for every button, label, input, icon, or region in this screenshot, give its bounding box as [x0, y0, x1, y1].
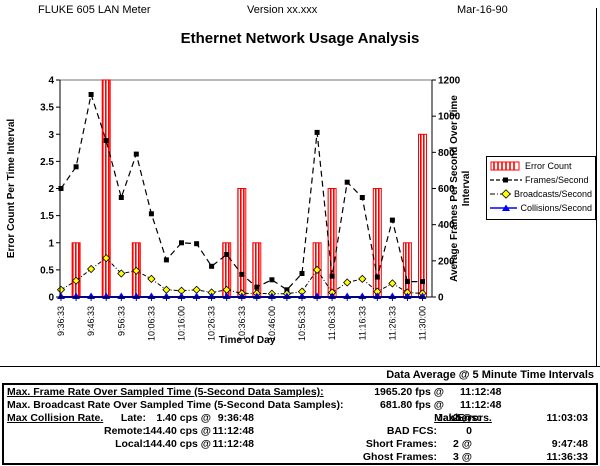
svg-text:200: 200	[438, 256, 455, 267]
svg-text:Time of Day: Time of Day	[219, 335, 276, 346]
usage-chart: 0 0.5 1 1.5 2 2.5 3 3.5 4 0 200 400 600 800 1000 1200 9:…	[0, 55, 600, 365]
legend-label: Collisions/Second	[520, 203, 592, 213]
max-frame-rate-value: 1965.20 fps @	[374, 386, 444, 398]
error-count-swatch-icon	[490, 161, 520, 171]
ghost-frames-value: 3 @	[453, 451, 472, 463]
svg-text:0: 0	[438, 293, 444, 304]
jabbers-time: 11:03:03	[546, 412, 588, 424]
svg-text:2: 2	[48, 184, 54, 195]
svg-text:11:30:00: 11:30:00	[418, 306, 428, 340]
jabbers-value: 2 @	[453, 412, 472, 424]
max-frame-rate-time: 11:12:48	[460, 386, 502, 398]
legend-item-broadcasts: Broadcasts/Second	[490, 187, 592, 201]
svg-text:9:46:33: 9:46:33	[86, 306, 96, 336]
svg-text:9:36:33: 9:36:33	[56, 306, 66, 336]
data-average-note: Data Average @ 5 Minute Time Intervals	[386, 369, 594, 381]
svg-text:Interval: Interval	[461, 170, 472, 206]
ghost-frames-label: Ghost Frames:	[362, 451, 437, 463]
svg-text:1: 1	[48, 238, 54, 249]
short-frames-time: 9:47:48	[551, 438, 588, 450]
max-broadcast-rate-time: 11:12:48	[460, 399, 502, 411]
svg-text:0: 0	[48, 293, 54, 304]
svg-text:11:16:33: 11:16:33	[357, 306, 367, 340]
svg-text:2.5: 2.5	[40, 157, 54, 168]
jabbers-label: Jabbers:	[437, 412, 481, 424]
late-collision-value: 1.40 cps @	[156, 412, 211, 424]
remote-collision-value: 144.40 cps @	[144, 425, 211, 437]
short-frames-label: Short Frames:	[365, 438, 437, 450]
page-title: Ethernet Network Usage Analysis	[180, 30, 420, 47]
local-collision-value: 144.40 cps @	[144, 438, 211, 450]
local-collision-time: 11:12:48	[212, 438, 254, 450]
svg-text:9:56:33: 9:56:33	[116, 306, 126, 336]
svg-text:10:06:33: 10:06:33	[146, 306, 156, 341]
max-errors-title: Max Errors.	[434, 412, 492, 424]
svg-text:0.5: 0.5	[40, 265, 54, 276]
svg-text:1200: 1200	[438, 76, 461, 87]
late-collision-time: 9:36:48	[217, 412, 254, 424]
firmware-version: Version xx.xxx	[247, 4, 318, 16]
frames-line-icon	[490, 177, 522, 183]
svg-text:Error Count Per Time Interval: Error Count Per Time Interval	[6, 119, 17, 259]
broadcasts-line-icon	[490, 189, 511, 199]
max-errors-header: Max Errors. Jabbers:	[299, 412, 492, 424]
statistics-box: Max. Frame Rate Over Sampled Time (5-Sec…	[2, 383, 598, 465]
remote-collision-label: Remote:	[103, 425, 146, 437]
legend-item-error-count: Error Count	[490, 159, 592, 173]
chart-legend: Error Count Frames/Second Broadcasts/Sec…	[486, 156, 596, 220]
ghost-frames-time: 11:36:33	[546, 451, 588, 463]
svg-text:10:36:33: 10:36:33	[237, 306, 247, 341]
local-collision-label: Local:	[115, 438, 146, 450]
legend-label: Frames/Second	[525, 175, 589, 185]
svg-text:10:56:33: 10:56:33	[297, 306, 307, 341]
svg-text:800: 800	[438, 148, 455, 159]
remote-collision-time: 11:12:48	[212, 425, 254, 437]
svg-text:10:16:00: 10:16:00	[177, 306, 187, 341]
short-frames-value: 2 @	[453, 438, 472, 450]
svg-text:11:26:33: 11:26:33	[387, 306, 397, 340]
max-broadcast-rate-label: Max. Broadcast Rate Over Sampled Time (5…	[7, 399, 344, 411]
report-date: Mar-16-90	[457, 4, 508, 16]
max-frame-rate-label: Max. Frame Rate Over Sampled Time (5-Sec…	[7, 386, 324, 398]
device-name: FLUKE 605 LAN Meter	[38, 4, 151, 16]
max-collision-rate-header: Max Collision Rate.	[7, 412, 104, 424]
legend-item-frames: Frames/Second	[490, 173, 592, 187]
svg-text:Average Frames Per Second Over: Average Frames Per Second Over Time	[449, 95, 460, 282]
svg-text:400: 400	[438, 220, 455, 231]
svg-text:4: 4	[48, 76, 54, 87]
svg-text:1000: 1000	[438, 112, 461, 123]
svg-text:600: 600	[438, 184, 455, 195]
svg-text:10:46:00: 10:46:00	[267, 306, 277, 341]
footer-divider	[0, 366, 600, 367]
svg-text:10:26:33: 10:26:33	[207, 306, 217, 341]
badfcs-value: 0	[466, 425, 472, 437]
max-broadcast-rate-value: 681.80 fps @	[380, 399, 444, 411]
svg-text:1.5: 1.5	[40, 211, 54, 222]
legend-label: Error Count	[525, 161, 572, 171]
legend-label: Broadcasts/Second	[513, 189, 592, 199]
svg-text:11:06:33: 11:06:33	[327, 306, 337, 340]
page-right-border	[596, 8, 597, 366]
collisions-line-icon	[490, 204, 518, 211]
badfcs-label: BAD FCS:	[386, 425, 437, 437]
legend-item-collisions: Collisions/Second	[490, 201, 592, 215]
svg-text:3: 3	[48, 130, 54, 141]
svg-text:3.5: 3.5	[40, 103, 54, 114]
late-collision-label: Late:	[120, 412, 146, 424]
